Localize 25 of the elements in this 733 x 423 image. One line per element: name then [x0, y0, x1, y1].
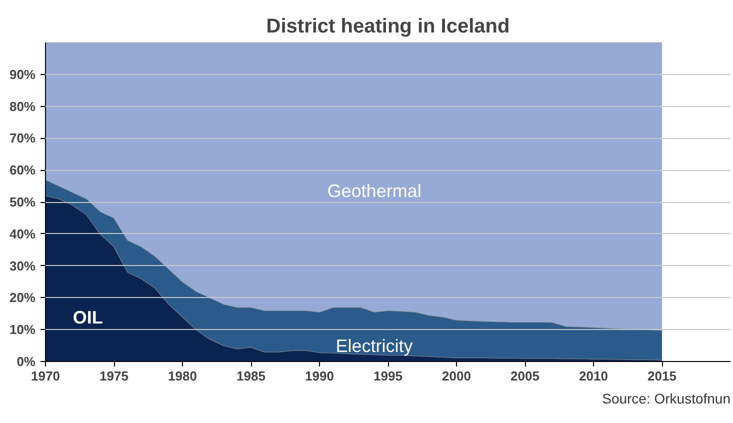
- x-tick-label: 2010: [579, 368, 608, 384]
- y-tick-label: 10%: [9, 322, 36, 338]
- x-tick-label: 1995: [374, 368, 402, 384]
- y-tick-label: 60%: [9, 162, 36, 178]
- x-tick-label: 1985: [236, 368, 266, 384]
- chart-title: District heating in Iceland: [266, 16, 510, 38]
- x-tick-label: 2000: [442, 368, 471, 384]
- series-label: Geothermal: [327, 180, 422, 201]
- x-tick-label: 1980: [168, 368, 197, 384]
- y-tick-label: 90%: [9, 66, 36, 82]
- source-note: Source: Orkustofnun: [602, 390, 731, 406]
- series-label: Electricity: [336, 336, 413, 356]
- y-tick-label: 50%: [9, 194, 36, 210]
- y-tick-label: 0%: [16, 354, 36, 369]
- y-tick-label: 80%: [9, 98, 36, 114]
- x-tick-label: 1975: [100, 368, 128, 384]
- x-tick-label: 2015: [648, 368, 676, 384]
- y-tick-label: 40%: [9, 226, 36, 242]
- x-tick-label: 1970: [31, 368, 60, 384]
- x-tick-label: 1990: [305, 368, 334, 384]
- y-tick-label: 30%: [9, 258, 36, 274]
- series-label: OIL: [72, 308, 103, 328]
- y-tick-label: 20%: [9, 290, 36, 306]
- x-tick-label: 2005: [510, 368, 540, 384]
- y-tick-label: 70%: [9, 130, 36, 146]
